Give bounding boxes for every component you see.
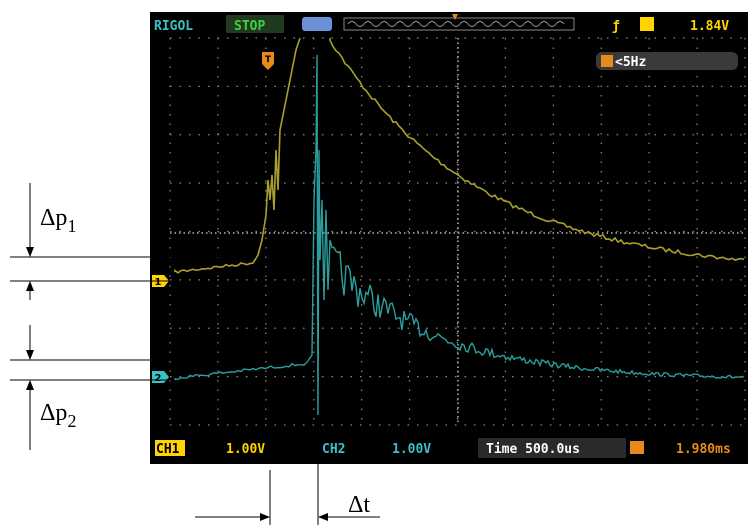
dp1-main: Δp	[40, 205, 67, 231]
ch1-marker-label: 1	[155, 277, 162, 288]
ch2-scale: 1.00V	[392, 442, 431, 457]
brand: RIGOL	[154, 19, 193, 34]
trigger-delay: 1.980ms	[676, 442, 731, 457]
dp2-label: Δp2	[40, 400, 76, 431]
status: STOP	[234, 19, 265, 34]
ch1-scale: 1.00V	[226, 442, 265, 457]
ch1-label: CH1	[156, 442, 180, 457]
figure: RIGOL STOP ƒ 1.84V <5Hz T 1 2 CH1 1.00V …	[0, 0, 748, 527]
ch2-label: CH2	[322, 442, 345, 457]
timebase: Time 500.0us	[486, 442, 580, 457]
trigger-freq: <5Hz	[615, 55, 646, 70]
trigger-level: 1.84V	[690, 19, 729, 34]
freq-icon	[601, 55, 613, 67]
dp1-label: Δp1	[40, 205, 76, 236]
trigger-marker-label: T	[265, 55, 272, 65]
delay-icon	[630, 441, 644, 454]
trigger-source	[640, 17, 654, 31]
dp2-sub: 2	[67, 411, 76, 431]
trigger-edge: ƒ	[612, 19, 620, 34]
ch2-marker-label: 2	[155, 373, 162, 384]
memory-icon	[302, 17, 332, 31]
dp2-main: Δp	[40, 400, 67, 426]
scope-screen	[150, 12, 748, 464]
dt-label: Δt	[348, 492, 370, 518]
dp1-sub: 1	[67, 216, 76, 236]
